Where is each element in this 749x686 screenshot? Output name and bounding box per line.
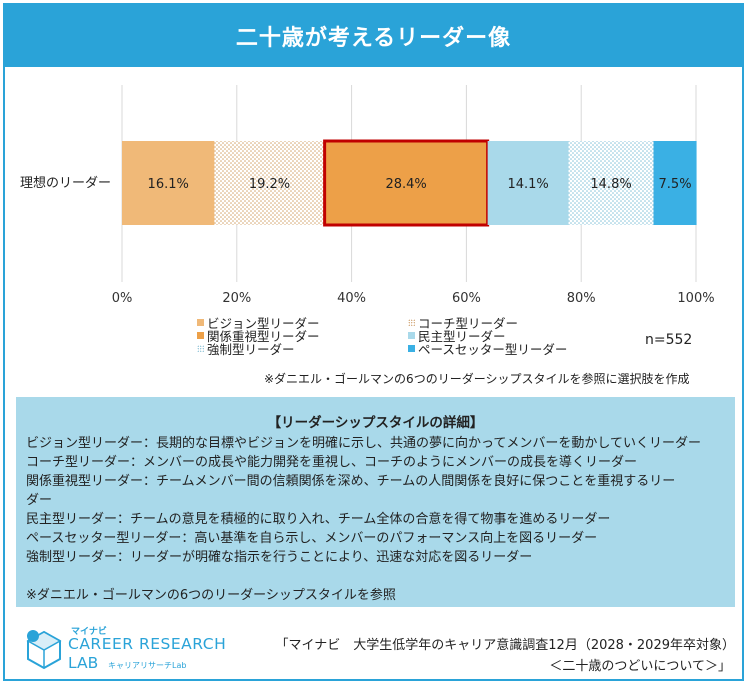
- legend-item: ペースセッター型リーダー: [408, 339, 567, 358]
- detail-panel: 【リーダーシップスタイルの詳細】 ビジョン型リーダー：長期的な目標やビジョンを明…: [16, 397, 735, 607]
- data-label: 7.5%: [659, 177, 692, 192]
- legend-label: 関係重視型リーダー: [207, 329, 320, 344]
- logo-lab-text: LAB: [68, 654, 99, 672]
- bar-segment-2: [214, 141, 325, 225]
- source-line-2: ＜二十歳のつどいについて＞」: [549, 659, 731, 674]
- legend-label: ビジョン型リーダー: [207, 316, 320, 331]
- x-tick-label: 0%: [112, 291, 133, 306]
- detail-reference: ※ダニエル・ゴールマンの6つのリーダーシップスタイルを参照: [26, 588, 396, 603]
- legend-swatch: [197, 319, 204, 326]
- x-tick-label: 60%: [452, 291, 481, 306]
- detail-line: ペースセッター型リーダー：高い基準を自ら示し、メンバーのパフォーマンス向上を図る…: [26, 531, 598, 546]
- x-tick-label: 80%: [567, 291, 596, 306]
- data-label: 28.4%: [385, 177, 426, 192]
- bar-segment-1: [122, 141, 215, 225]
- legend-item: 強制型リーダー: [197, 339, 295, 358]
- data-label: 16.1%: [148, 177, 189, 192]
- page-title: 二十歳が考えるリーダー像: [5, 5, 742, 67]
- legend-label: 強制型リーダー: [207, 342, 295, 357]
- detail-line: 関係重視型リーダー：チームメンバー間の信頼関係を深め、チームの人間関係を良好に保…: [26, 474, 676, 489]
- stacked-bar-chart: 16.1% 19.2% 28.4% 14.1% 14.8% 7.5% 0% 20% 40% 60…: [20, 85, 715, 306]
- career-research-lab-logo: マイナビ CAREER RESEARCH LAB キャリアリサーチLab: [24, 624, 226, 674]
- legend-label: コーチ型リーダー: [418, 316, 519, 331]
- detail-line: 強制型リーダー：リーダーが明確な指示を行うことにより、迅速な対応を図るリーダー: [26, 550, 533, 565]
- legend-label: ペースセッター型リーダー: [418, 342, 568, 357]
- x-tick-label: 100%: [677, 291, 714, 306]
- legend-swatch: [408, 345, 415, 352]
- legend-swatch: [197, 332, 204, 339]
- bar-segment-4: [487, 141, 569, 225]
- legend-item: 民主型リーダー: [408, 326, 506, 345]
- data-label: 14.1%: [507, 177, 548, 192]
- category-label: 理想のリーダー: [20, 175, 111, 191]
- bar-segment-6: [653, 141, 697, 225]
- detail-line: ダー: [26, 493, 53, 508]
- detail-title: 【リーダーシップスタイルの詳細】: [267, 415, 484, 431]
- legend-swatch: [197, 345, 204, 352]
- data-label: 14.8%: [590, 177, 631, 192]
- legend-swatch: [408, 332, 415, 339]
- detail-line: 民主型リーダー：チームの意見を積極的に取り入れ、チーム全体の合意を得て物事を進め…: [26, 512, 611, 527]
- source-line-1: 「マイナビ 大学生低学年のキャリア意識調査12月（2028・2029年卒対象）: [275, 638, 735, 653]
- logo-brand: マイナビ: [71, 627, 107, 637]
- data-label: 19.2%: [249, 177, 290, 192]
- legend-swatch: [408, 319, 415, 326]
- logo-sub-text: キャリアリサーチLab: [108, 661, 187, 670]
- bar-segment-5: [568, 141, 654, 225]
- x-tick-label: 40%: [337, 291, 366, 306]
- legend-label: 民主型リーダー: [418, 329, 506, 344]
- legend-item: コーチ型リーダー: [408, 313, 518, 332]
- logo-main-text: CAREER RESEARCH: [68, 635, 227, 653]
- sample-size: n=552: [645, 332, 693, 348]
- legend-item: 関係重視型リーダー: [197, 326, 320, 345]
- legend-item: ビジョン型リーダー: [197, 313, 320, 332]
- chart-note: ※ダニエル・ゴールマンの6つのリーダーシップスタイルを参照に選択肢を作成: [264, 372, 690, 386]
- lab-logo-icon: [26, 630, 62, 670]
- bar-segment-3: [323, 139, 490, 227]
- x-tick-label: 20%: [222, 291, 251, 306]
- detail-line: ビジョン型リーダー：長期的な目標やビジョンを明確に示し、共通の夢に向かってメンバ…: [26, 436, 701, 451]
- detail-line: コーチ型リーダー：メンバーの成長や能力開発を重視し、コーチのようにメンバーの成長…: [26, 455, 638, 470]
